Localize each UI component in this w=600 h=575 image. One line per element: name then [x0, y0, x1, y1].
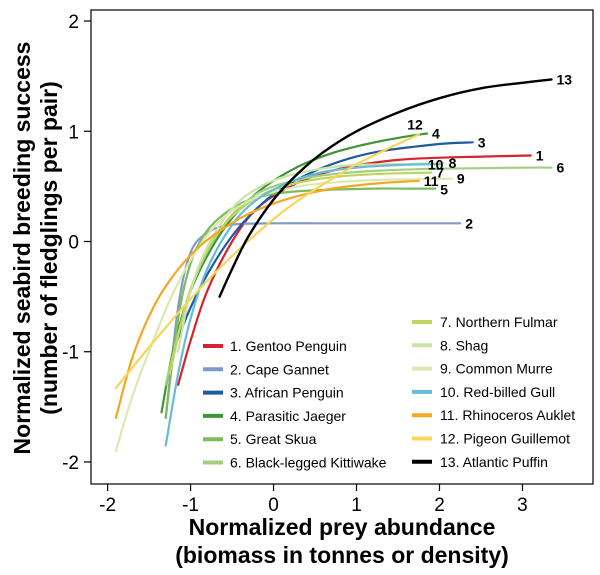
legend-label-11: 11. Rhinoceros Auklet [440, 407, 575, 423]
series-line-6 [164, 166, 553, 386]
series-end-label-3: 3 [478, 134, 486, 150]
series-end-label-6: 6 [557, 160, 565, 176]
x-tick-label: 1 [351, 495, 362, 516]
y-tick-label: -2 [62, 453, 79, 474]
series-end-label-11: 11 [424, 173, 439, 189]
legend-label-8: 8. Shag [440, 337, 488, 353]
legend-label-13: 13. Atlantic Puffin [440, 454, 548, 470]
legend-label-6: 6. Black-legged Kittiwake [230, 455, 387, 471]
series-end-label-12: 12 [407, 117, 423, 133]
series-end-label-2: 2 [465, 215, 473, 231]
legend-label-3: 3. African Penguin [230, 385, 344, 401]
x-tick-label: -2 [99, 495, 116, 516]
series-line-8 [177, 162, 445, 353]
y-axis: -2 -1 0 1 2 [62, 12, 91, 474]
legend-label-9: 9. Common Murre [440, 361, 553, 377]
y-axis-title-line2: (number of fledglings per pair) [36, 81, 62, 415]
plot-frame [90, 9, 594, 485]
series-end-label-1: 1 [536, 148, 544, 164]
legend: 1. Gentoo Penguin 2. Cape Gannet 3. Africa… [203, 314, 575, 471]
series-end-label-4: 4 [432, 126, 440, 142]
legend-label-10: 10. Red-billed Gull [440, 384, 555, 400]
x-tick-label: 2 [434, 495, 445, 516]
series-lines [114, 78, 553, 452]
series-end-label-13: 13 [557, 71, 573, 87]
series-end-label-9: 9 [457, 171, 465, 187]
legend-label-5: 5. Great Skua [230, 431, 317, 447]
series-end-label-7: 7 [436, 165, 444, 181]
x-axis: -2 -1 0 1 2 3 [99, 484, 528, 516]
legend-label-12: 12. Pigeon Guillemot [440, 431, 570, 447]
series-line-11 [114, 179, 420, 419]
x-tick-label: -1 [182, 495, 199, 516]
x-tick-label: 3 [517, 495, 528, 516]
legend-label-1: 1. Gentoo Penguin [230, 338, 347, 354]
series-line-12 [114, 133, 420, 390]
x-axis-title-line2: (biomass in tonnes or density) [175, 542, 509, 568]
series-line-13 [218, 78, 553, 298]
y-tick-label: 2 [68, 12, 79, 33]
legend-label-4: 4. Parasitic Jaeger [230, 408, 346, 424]
legend-label-7: 7. Northern Fulmar [440, 314, 558, 330]
y-tick-label: 0 [68, 232, 79, 253]
x-tick-label: 0 [268, 495, 279, 516]
series-end-label-5: 5 [440, 182, 448, 198]
legend-label-2: 2. Cape Gannet [230, 361, 329, 377]
x-axis-title-line1: Normalized prey abundance [189, 514, 496, 540]
y-tick-label: 1 [68, 122, 79, 143]
series-end-label-10: 10 [428, 156, 444, 172]
series-end-label-8: 8 [449, 155, 457, 171]
y-tick-label: -1 [62, 343, 79, 364]
series-line-10 [164, 163, 441, 447]
y-axis-title-line1: Normalized seabird breeding success [9, 42, 35, 455]
